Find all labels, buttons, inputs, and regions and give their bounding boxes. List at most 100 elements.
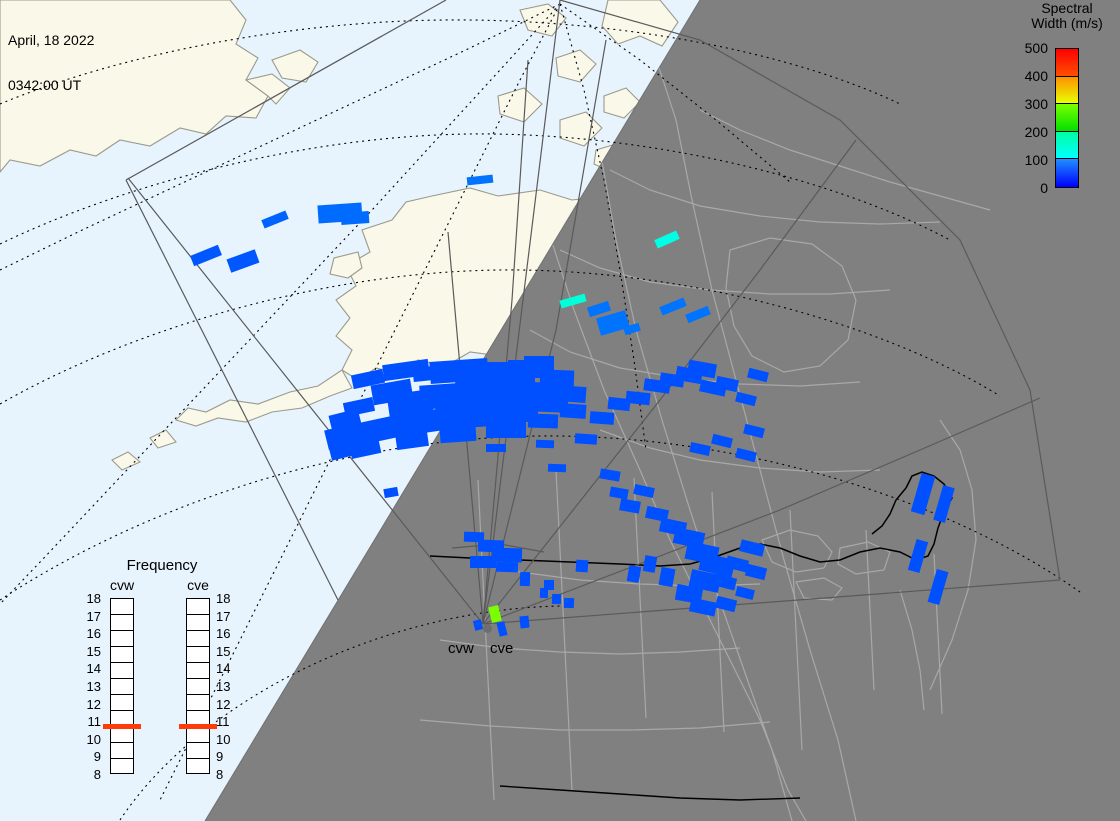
radar-data-cell xyxy=(724,555,750,573)
radar-site-label-cve: cve xyxy=(490,640,514,657)
radar-data-cell xyxy=(390,408,442,438)
radar-data-cell xyxy=(714,375,740,393)
radar-data-cell xyxy=(544,580,554,590)
data-cell-group xyxy=(190,174,955,637)
colorbar-tick-labels: 500 400 300 200 100 0 xyxy=(1014,41,1051,195)
radar-data-cell xyxy=(698,552,736,578)
radar-data-cell xyxy=(190,244,222,267)
radar-data-cell xyxy=(574,433,598,445)
frequency-tick-8: 8 xyxy=(93,767,101,782)
colorbar-band-300-400 xyxy=(1056,76,1078,105)
frequency-column-label-cve: cve xyxy=(187,577,209,593)
radar-data-cell xyxy=(555,384,587,404)
frequency-segment xyxy=(187,743,209,759)
radar-data-cell xyxy=(348,437,382,459)
radar-data-cell xyxy=(735,585,755,601)
radar-site-label-cvw: cvw xyxy=(448,640,474,657)
frequency-tick-12: 12 xyxy=(216,696,231,712)
colorbar-tick-500: 500 xyxy=(1024,40,1048,56)
colorbar-title-line1: Spectral xyxy=(1041,0,1093,16)
frequency-tick-18: 18 xyxy=(86,591,101,606)
radar-data-cell xyxy=(654,230,680,249)
radar-data-cell xyxy=(395,429,429,451)
radar-data-cell xyxy=(589,411,615,425)
radar-data-cell xyxy=(488,605,502,623)
frequency-marker-cvw xyxy=(103,724,141,730)
radar-data-cell xyxy=(383,486,399,499)
frequency-tick-17: 17 xyxy=(216,608,231,624)
radar-data-cell xyxy=(496,621,508,637)
radar-data-cell xyxy=(623,322,641,336)
radar-data-cell xyxy=(328,441,356,461)
radar-data-cell xyxy=(927,569,949,605)
radar-data-cell xyxy=(712,573,738,591)
colorbar-band-200-300 xyxy=(1056,104,1078,132)
radar-data-cell xyxy=(625,390,651,406)
radar-data-cell xyxy=(658,566,676,588)
frequency-segment xyxy=(111,615,133,631)
frequency-tick-10: 10 xyxy=(86,731,101,747)
radar-data-cell xyxy=(519,571,531,587)
radar-data-cell xyxy=(519,615,530,629)
spectral-width-colorbar: Spectral Width (m/s) 500 400 300 200 100 0 xyxy=(1014,0,1120,200)
frequency-tick-15: 15 xyxy=(216,643,231,659)
radar-data-cell xyxy=(539,369,575,387)
radar-data-cell xyxy=(599,468,621,482)
political-boundaries-night xyxy=(419,0,991,821)
radar-data-cell xyxy=(527,413,559,429)
radar-data-cell xyxy=(470,556,496,568)
colorbar-tick-400: 400 xyxy=(1024,68,1048,84)
colorbar-tick-300: 300 xyxy=(1024,96,1048,112)
frequency-tick-17: 17 xyxy=(86,608,101,624)
frequency-segment xyxy=(111,679,133,695)
radar-data-cell xyxy=(907,538,929,574)
timestamp-block: April, 18 2022 0342:00 UT xyxy=(8,3,94,123)
radar-data-cell xyxy=(472,619,484,631)
frequency-tick-10: 10 xyxy=(216,731,231,747)
radar-data-cell xyxy=(435,402,493,430)
radar-site-marker xyxy=(483,624,492,633)
time-label: 0342:00 UT xyxy=(8,77,82,93)
radar-data-cell xyxy=(685,305,711,324)
frequency-tick-11: 11 xyxy=(216,714,230,730)
date-label: April, 18 2022 xyxy=(8,32,95,48)
colorbar-tick-200: 200 xyxy=(1024,124,1048,140)
radar-data-cell xyxy=(547,463,567,473)
frequency-segment xyxy=(187,615,209,631)
radar-data-cell xyxy=(340,211,370,225)
colorbar-band-0-100 xyxy=(1056,159,1078,187)
radar-data-cell xyxy=(714,595,738,613)
frequency-marker-cve xyxy=(179,724,217,730)
colorbar-band-400-500 xyxy=(1056,49,1078,77)
frequency-tick-14: 14 xyxy=(216,661,231,677)
radar-data-cell xyxy=(607,396,631,412)
frequency-segment xyxy=(111,631,133,647)
radar-data-cell xyxy=(586,300,612,318)
radar-data-cell xyxy=(559,403,587,419)
radar-data-cell xyxy=(350,415,398,447)
frequency-segment xyxy=(187,727,209,743)
radar-data-cell xyxy=(659,297,687,316)
radar-data-cell xyxy=(933,485,955,523)
frequency-scale-cve xyxy=(186,598,210,774)
radar-data-cell xyxy=(539,587,549,599)
frequency-tick-18: 18 xyxy=(216,591,231,606)
frequency-ticks-left: 18 17 16 15 14 13 12 11 10 9 8 xyxy=(82,592,104,781)
radar-data-cell xyxy=(619,498,641,514)
radar-data-cell xyxy=(559,293,587,309)
frequency-tick-13: 13 xyxy=(216,679,231,694)
radar-fov-boundary xyxy=(125,0,1061,625)
radar-data-cell xyxy=(642,555,658,573)
radar-data-cell xyxy=(575,559,589,573)
radar-data-cell xyxy=(439,424,477,444)
radar-data-cell xyxy=(744,563,768,581)
radar-data-cell xyxy=(551,593,562,605)
frequency-tick-13: 13 xyxy=(86,679,101,694)
frequency-segment xyxy=(111,727,133,743)
radar-data-cell xyxy=(735,447,757,463)
frequency-ticks-right: 18 17 16 15 14 13 12 11 10 9 8 xyxy=(214,592,236,781)
radar-data-cell xyxy=(491,547,523,563)
frequency-legend: Frequency cvw cve 18 17 16 15 14 13 12 11 10 9 8 1… xyxy=(82,558,242,790)
frequency-segment xyxy=(111,599,133,615)
radar-data-cell xyxy=(633,484,655,498)
